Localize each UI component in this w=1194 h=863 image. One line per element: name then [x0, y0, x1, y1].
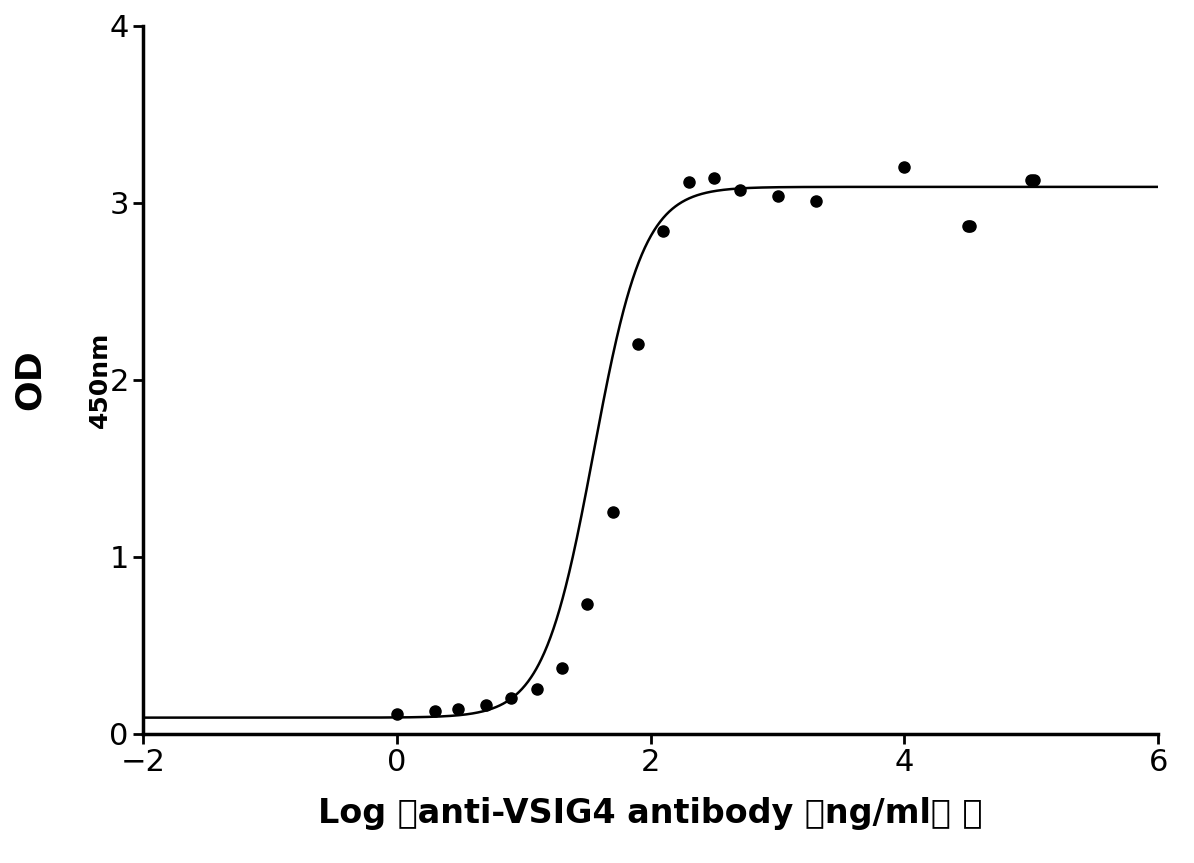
Point	[476, 698, 496, 712]
Point	[896, 161, 915, 174]
Point	[387, 707, 406, 721]
Point	[501, 691, 521, 705]
Point	[553, 661, 572, 675]
Point	[961, 219, 980, 233]
Text: 450nm: 450nm	[87, 331, 111, 428]
Point	[704, 171, 724, 185]
X-axis label: Log （anti-VSIG4 antibody （ng/ml） ）: Log （anti-VSIG4 antibody （ng/ml） ）	[319, 797, 983, 829]
Point	[1024, 173, 1044, 186]
Point	[603, 506, 622, 520]
Point	[628, 337, 647, 351]
Point	[1022, 173, 1041, 186]
Point	[730, 184, 749, 198]
Text: OD: OD	[13, 350, 47, 410]
Point	[425, 703, 444, 717]
Point	[768, 189, 787, 203]
Point	[806, 194, 825, 208]
Point	[679, 174, 698, 188]
Point	[654, 224, 673, 238]
Point	[578, 597, 597, 611]
Point	[959, 219, 978, 233]
Point	[527, 683, 546, 696]
Point	[449, 702, 468, 715]
